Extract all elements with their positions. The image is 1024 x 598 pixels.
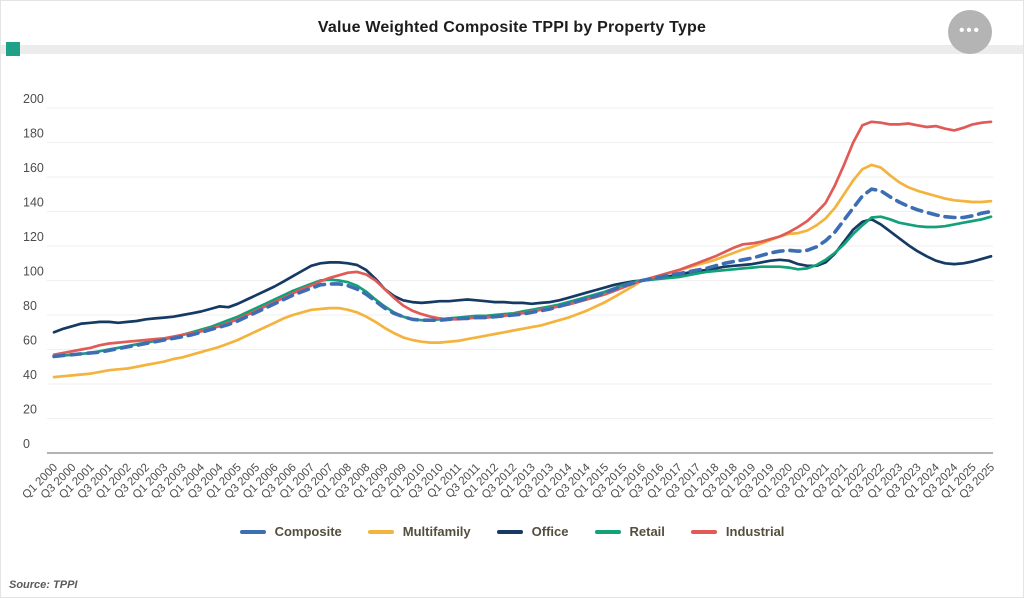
legend-item-office[interactable]: Office [496,524,569,539]
more-options-button[interactable]: ••• [948,10,992,54]
legend-item-industrial[interactable]: Industrial [690,524,785,539]
legend-label: Composite [274,524,342,539]
y-tick-label: 20 [23,403,37,417]
y-tick-label: 120 [23,230,44,244]
legend-swatch-industrial [690,529,717,534]
legend-item-multifamily[interactable]: Multifamily [367,524,471,539]
legend-item-composite[interactable]: Composite [239,524,342,539]
y-tick-label: 180 [23,127,44,141]
legend-swatch-office [496,529,523,534]
legend-item-retail[interactable]: Retail [594,524,665,539]
legend-swatch-retail [594,529,621,534]
y-tick-label: 60 [23,334,37,348]
y-tick-label: 0 [23,437,30,451]
y-tick-label: 100 [23,265,44,279]
series-line-multifamily [52,163,993,379]
legend-label: Industrial [725,524,785,539]
legend-label: Multifamily [402,524,471,539]
chart-title: Value Weighted Composite TPPI by Propert… [317,19,707,36]
legend-swatch-multifamily [367,529,394,534]
y-tick-label: 40 [23,368,37,382]
ellipsis-icon: ••• [959,21,981,39]
source-note: Source: TPPI [9,579,78,591]
legend: Composite Multifamily Office Retail Industri… [1,524,1023,539]
y-tick-label: 140 [23,196,44,210]
series-line-retail [52,215,993,358]
legend-label: Retail [629,524,665,539]
series-line-composite [52,187,993,359]
legend-label: Office [531,524,569,539]
y-tick-label: 80 [23,299,37,313]
y-tick-label: 160 [23,161,44,175]
y-tick-label: 200 [23,92,44,106]
brand-accent-square [6,42,20,56]
legend-swatch-composite [239,529,266,534]
top-divider-bar [1,45,1023,54]
